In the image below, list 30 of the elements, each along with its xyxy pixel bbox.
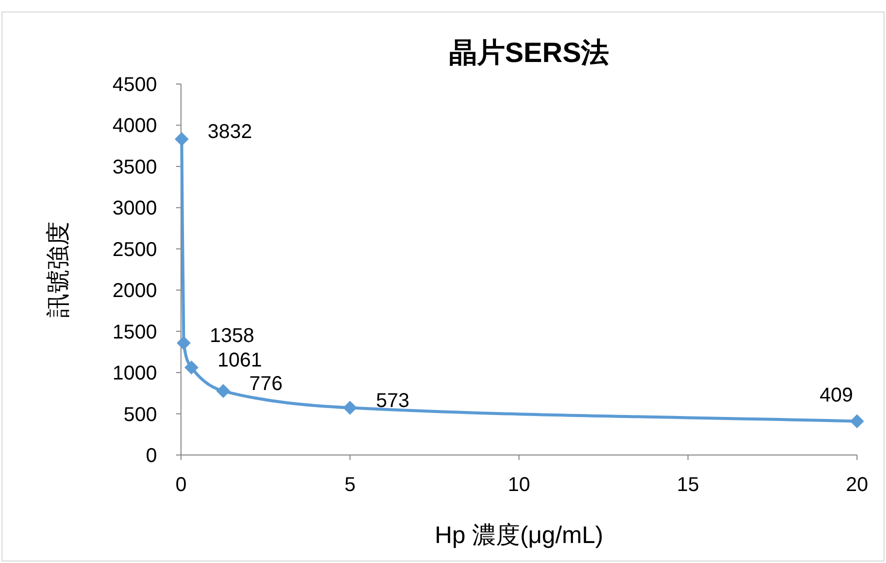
point <box>176 336 191 350</box>
x-tick-label: 0 <box>175 474 187 496</box>
point <box>184 360 198 375</box>
data-label: 1358 <box>210 325 254 348</box>
data-label: 3832 <box>208 121 252 144</box>
y-axis-title: 訊號強度 <box>45 222 72 318</box>
y-tick-label: 2500 <box>112 238 157 261</box>
x-tick-label: 20 <box>846 474 868 496</box>
data-label: 776 <box>249 373 283 396</box>
data-label: 573 <box>376 390 410 412</box>
x-tick-label: 10 <box>508 474 530 496</box>
y-tick-label: 2000 <box>112 280 157 302</box>
data-label: 1061 <box>217 350 262 372</box>
x-tick-label: 5 <box>344 474 356 496</box>
y-tick-label: 4000 <box>112 115 157 138</box>
data-label: 409 <box>820 384 853 406</box>
y-tick-label: 1000 <box>112 362 157 385</box>
point <box>216 384 230 398</box>
y-tick-label: 1500 <box>112 321 157 344</box>
x-axis-title: Hp 濃度(μg/mL) <box>434 522 604 549</box>
point <box>174 132 189 146</box>
point <box>850 414 864 428</box>
chart-title: 晶片SERS法 <box>448 37 610 68</box>
y-tick-label: 0 <box>146 445 157 467</box>
point <box>343 400 357 415</box>
x-tick-label: 15 <box>676 474 700 496</box>
y-tick-label: 3500 <box>112 156 157 178</box>
y-tick-label: 3000 <box>112 198 157 220</box>
y-tick-label: 500 <box>124 404 157 426</box>
y-tick-label: 4500 <box>112 74 157 96</box>
